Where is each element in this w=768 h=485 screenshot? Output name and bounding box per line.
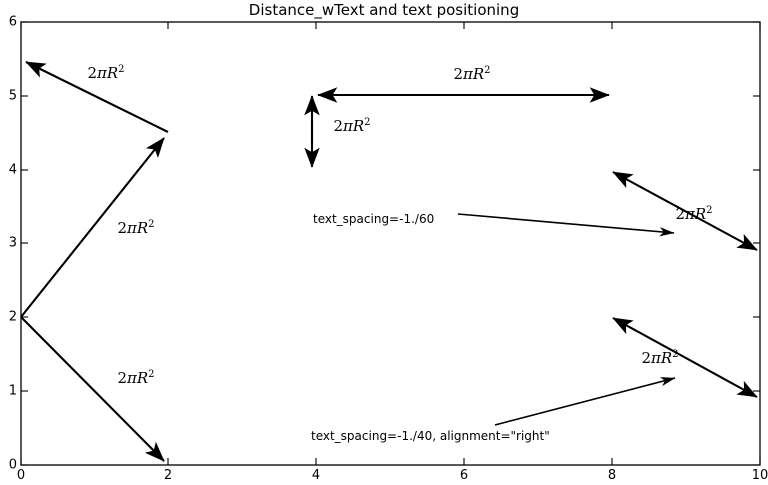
math-label-horizontal: 2πR2 xyxy=(453,65,491,83)
math-label-zigzag-middle: 2πR2 xyxy=(117,219,155,237)
math-label-zigzag-upper: 2πR2 xyxy=(87,64,125,82)
xtick-label-8: 8 xyxy=(607,468,617,483)
ytick-label-0: 0 xyxy=(8,457,17,473)
ytick-label-2: 2 xyxy=(8,309,17,325)
axes-frame xyxy=(20,21,761,466)
ytick-label-4: 4 xyxy=(8,162,17,178)
arrow-zigzag-lower xyxy=(20,316,165,462)
y-axis-ticks xyxy=(21,21,760,466)
ytick-label-1: 1 xyxy=(8,383,17,399)
arrow-zigzag-upper xyxy=(25,61,169,133)
annotation-text-spacing-lower: text_spacing=-1./40, alignment="right" xyxy=(311,429,550,443)
x-axis-ticks xyxy=(20,22,761,465)
connector-upper xyxy=(457,213,675,237)
math-label-right-upper: 2πR2 xyxy=(675,205,713,223)
ytick-label-3: 3 xyxy=(8,235,17,251)
ytick-label-6: 6 xyxy=(8,14,17,30)
distance-arrows xyxy=(20,61,758,462)
arrow-right-lower xyxy=(612,317,758,398)
xtick-label-2: 2 xyxy=(163,468,173,483)
math-label-vertical: 2πR2 xyxy=(333,117,371,135)
xtick-label-0: 0 xyxy=(16,468,26,483)
xtick-label-4: 4 xyxy=(311,468,321,483)
axes-spines xyxy=(20,21,761,466)
page-title: Distance_wText and text positioning xyxy=(248,1,520,19)
xtick-label-6: 6 xyxy=(459,468,469,483)
arrow-right-upper xyxy=(612,171,758,251)
annotation-connectors xyxy=(457,213,676,426)
annotation-text-spacing-upper: text_spacing=-1./60 xyxy=(313,212,435,226)
connector-lower xyxy=(494,377,676,426)
ytick-label-5: 5 xyxy=(8,88,17,104)
math-label-right-lower: 2πR2 xyxy=(641,349,679,367)
xtick-label-10: 10 xyxy=(751,468,768,483)
math-label-zigzag-lower: 2πR2 xyxy=(117,369,155,387)
arrow-zigzag-middle xyxy=(20,137,165,318)
